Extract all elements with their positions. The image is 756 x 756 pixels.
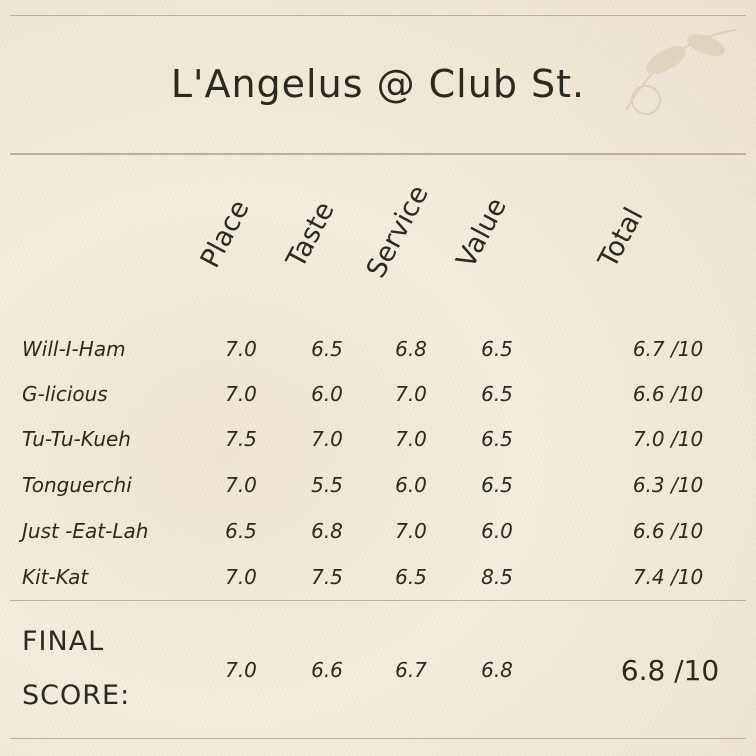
leaf-ornament-icon bbox=[625, 29, 737, 115]
final-score-place: 7.0 bbox=[225, 658, 257, 682]
total-cell: 6.6 /10 bbox=[632, 382, 704, 406]
title-rule bbox=[10, 153, 746, 155]
row-name: Tu-Tu-Kueh bbox=[22, 427, 131, 451]
score-cell-taste: 5.5 bbox=[311, 473, 343, 497]
final-score-service: 6.7 bbox=[395, 658, 427, 682]
row-name: G-licious bbox=[22, 382, 108, 406]
score-cell-place: 7.0 bbox=[225, 337, 257, 361]
score-cell-service: 6.8 bbox=[395, 337, 427, 361]
column-header-service: Service bbox=[360, 180, 435, 283]
score-cell-service: 7.0 bbox=[395, 427, 427, 451]
score-cell-taste: 6.0 bbox=[311, 382, 343, 406]
score-cell-taste: 6.8 bbox=[311, 519, 343, 543]
score-cell-value: 6.5 bbox=[481, 382, 513, 406]
score-cell-place: 7.0 bbox=[225, 382, 257, 406]
score-cell-taste: 7.0 bbox=[311, 427, 343, 451]
score-cell-service: 6.0 bbox=[395, 473, 427, 497]
total-cell: 6.6 /10 bbox=[632, 519, 704, 543]
final-total-score: 6.8 /10 bbox=[620, 654, 720, 687]
score-cell-value: 6.5 bbox=[481, 337, 513, 361]
final-rule bbox=[10, 600, 746, 601]
final-score-value: 6.8 bbox=[481, 658, 513, 682]
score-cell-value: 6.5 bbox=[481, 473, 513, 497]
total-cell: 7.0 /10 bbox=[632, 427, 704, 451]
score-cell-service: 6.5 bbox=[395, 565, 427, 589]
row-name: Kit-Kat bbox=[22, 565, 89, 589]
score-cell-service: 7.0 bbox=[395, 382, 427, 406]
row-name: Will-I-Ham bbox=[22, 337, 126, 361]
total-cell: 6.3 /10 bbox=[632, 473, 704, 497]
final-label-line1: FINAL bbox=[22, 626, 105, 657]
score-cell-place: 7.0 bbox=[225, 473, 257, 497]
total-cell: 7.4 /10 bbox=[632, 565, 704, 589]
total-cell: 6.7 /10 bbox=[632, 337, 704, 361]
top-rule bbox=[10, 15, 746, 16]
column-header-taste: Taste bbox=[280, 196, 341, 273]
row-name: Tonguerchi bbox=[22, 473, 132, 497]
score-cell-value: 8.5 bbox=[481, 565, 513, 589]
row-name: Just -Eat-Lah bbox=[22, 519, 149, 543]
score-cell-place: 6.5 bbox=[225, 519, 257, 543]
score-cell-value: 6.5 bbox=[481, 427, 513, 451]
score-cell-service: 7.0 bbox=[395, 519, 427, 543]
score-cell-taste: 7.5 bbox=[311, 565, 343, 589]
score-cell-place: 7.5 bbox=[225, 427, 257, 451]
column-header-place: Place bbox=[194, 195, 256, 273]
final-label-line2: SCORE: bbox=[22, 680, 131, 711]
final-score-taste: 6.6 bbox=[311, 658, 343, 682]
column-header-value: Value bbox=[450, 192, 513, 273]
score-cell-place: 7.0 bbox=[225, 565, 257, 589]
score-cell-taste: 6.5 bbox=[311, 337, 343, 361]
score-cell-value: 6.0 bbox=[481, 519, 513, 543]
bottom-rule bbox=[10, 738, 746, 739]
column-header-total: Total bbox=[592, 202, 650, 273]
page-title: L'Angelus @ Club St. bbox=[170, 62, 586, 106]
